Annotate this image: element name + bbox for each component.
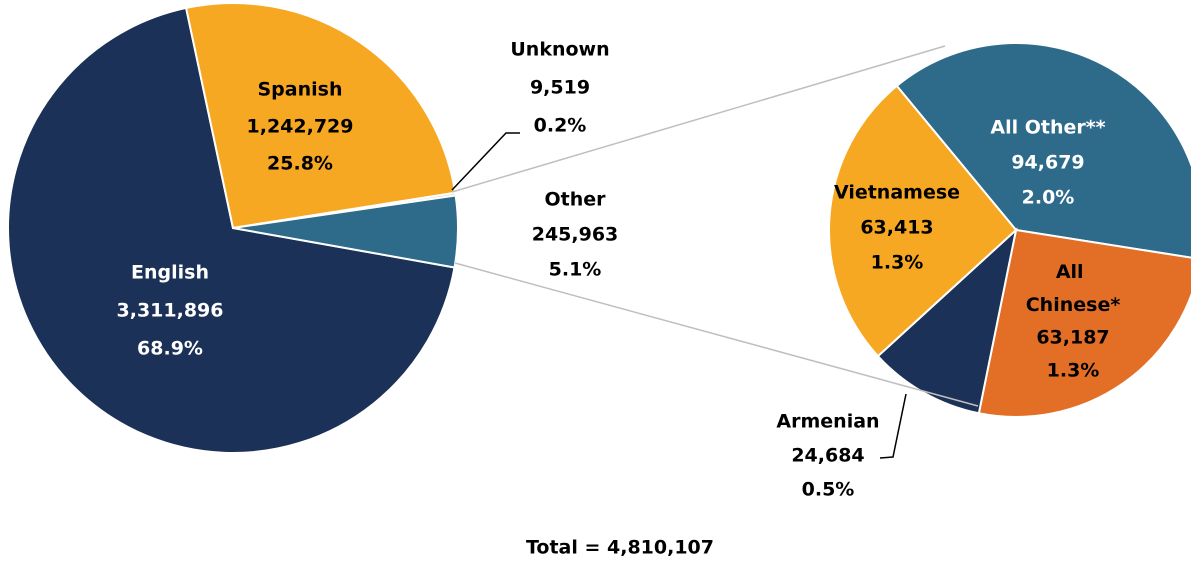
pie-slice (7, 6, 456, 454)
slice-label-line: Chinese* (1026, 294, 1121, 316)
slice-label: English (131, 262, 209, 284)
connector-line (454, 262, 979, 407)
value-label: 3,311,896 (117, 300, 224, 322)
percent-label: 2.0% (1022, 187, 1075, 209)
percent-label: 68.9% (137, 338, 203, 360)
pie-slice (184, 2, 457, 230)
pie (7, 2, 459, 454)
pie-slice (895, 42, 1191, 259)
pie-slice (876, 227, 1018, 415)
value-label: 63,187 (1036, 327, 1109, 349)
value-label: 245,963 (532, 224, 619, 246)
value-label: 94,679 (1011, 152, 1084, 174)
pie-slice (977, 228, 1191, 418)
connector-line (451, 45, 946, 193)
pie (828, 42, 1191, 418)
value-label: 24,684 (791, 445, 864, 467)
pie-slice (828, 84, 1018, 358)
slice-label: Armenian (776, 411, 879, 433)
slice-label: Other (544, 189, 606, 211)
value-label: 63,413 (860, 217, 933, 239)
pie-slice (232, 194, 459, 269)
leader-line (451, 132, 520, 191)
slice-label: Vietnamese (834, 182, 960, 204)
percent-label: 25.8% (267, 153, 333, 175)
slice-label: All Chinese* (1026, 261, 1121, 316)
percent-label: 5.1% (549, 259, 602, 281)
percent-label: 0.5% (802, 479, 855, 501)
percent-label: 1.3% (871, 252, 924, 274)
value-label: 1,242,729 (247, 116, 354, 138)
slice-label: Unknown (510, 39, 609, 61)
slice-label-line: All (1056, 261, 1090, 283)
slice-label: All Other** (990, 117, 1105, 139)
total-annotation: Total = 4,810,107 (526, 537, 714, 559)
percent-label: 0.2% (534, 115, 587, 137)
leader-line (879, 393, 907, 459)
slice-label: Spanish (258, 79, 343, 101)
value-label: 9,519 (530, 77, 590, 99)
percent-label: 1.3% (1047, 360, 1100, 382)
